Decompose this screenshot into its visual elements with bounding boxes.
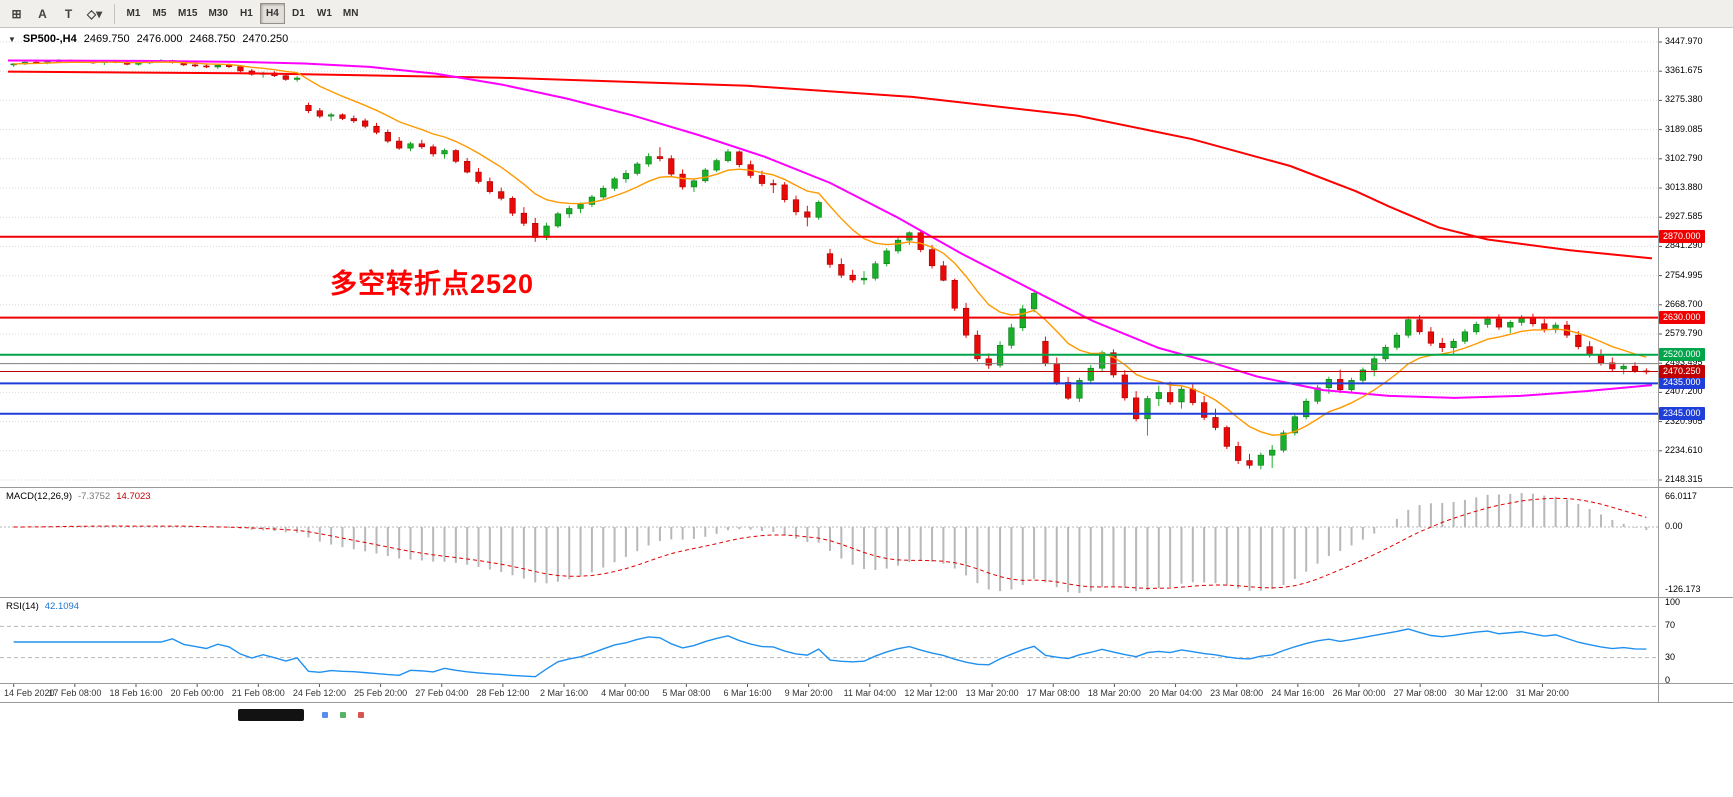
- chart-menu-icon[interactable]: ▼: [8, 34, 16, 44]
- macd-value-main: -7.3752: [78, 491, 111, 502]
- timeframe-button-m1[interactable]: M1: [126, 8, 141, 19]
- chart-grid-icon[interactable]: ⊞: [11, 6, 22, 21]
- rsi-label: RSI(14) 42.1094: [6, 601, 79, 612]
- chart-high: 2476.000: [136, 33, 183, 45]
- macd-title: MACD(12,26,9): [6, 491, 72, 502]
- insert-label-icon[interactable]: T: [64, 6, 73, 21]
- timeframe-button-mn[interactable]: MN: [342, 8, 359, 19]
- timeframe-button-m30[interactable]: M30: [208, 8, 228, 19]
- timeframe-button-h4[interactable]: H4: [259, 3, 285, 24]
- chart-symbol: SP500-,H4: [22, 33, 77, 45]
- rsi-value: 42.1094: [44, 601, 80, 612]
- timeframe-button-m5[interactable]: M5: [152, 8, 167, 19]
- timeframe-button-w1[interactable]: W1: [316, 8, 332, 19]
- toolbar: ⊞ A T ◇▾ M1 M5 M15 M30 H1 H4 D1 W1 MN: [0, 0, 1733, 28]
- chart-annotation[interactable]: 多空转折点2520: [330, 269, 535, 299]
- taskbar-icon[interactable]: [340, 712, 346, 718]
- toolbar-icon-group: ⊞ A T ◇▾: [4, 3, 108, 25]
- taskbar-icon[interactable]: [322, 712, 328, 718]
- taskbar-icon[interactable]: [358, 712, 364, 718]
- macd-label: MACD(12,26,9) -7.3752 14.7023: [6, 491, 151, 502]
- rsi-title: RSI(14): [6, 601, 39, 612]
- draw-tools-icon[interactable]: ◇▾: [86, 6, 103, 21]
- timeframe-button-m15[interactable]: M15: [178, 8, 198, 19]
- chart-symbol-header: ▼ SP500-,H4 2469.750 2476.000 2468.750 2…: [8, 33, 288, 45]
- macd-value-signal: 14.7023: [116, 491, 151, 502]
- chart-low: 2468.750: [189, 33, 236, 45]
- timeframe-button-group: M1 M5 M15 M30 H1 H4 D1 W1 MN: [121, 3, 364, 24]
- timeframe-button-h1[interactable]: H1: [240, 8, 253, 19]
- insert-text-icon[interactable]: A: [38, 6, 47, 21]
- bottom-strip: [0, 703, 1733, 797]
- chart-close: 2470.250: [242, 33, 289, 45]
- toolbar-separator: [114, 3, 115, 24]
- timeframe-button-d1[interactable]: D1: [292, 8, 305, 19]
- chart-open: 2469.750: [83, 33, 130, 45]
- taskbar-button[interactable]: [238, 709, 304, 721]
